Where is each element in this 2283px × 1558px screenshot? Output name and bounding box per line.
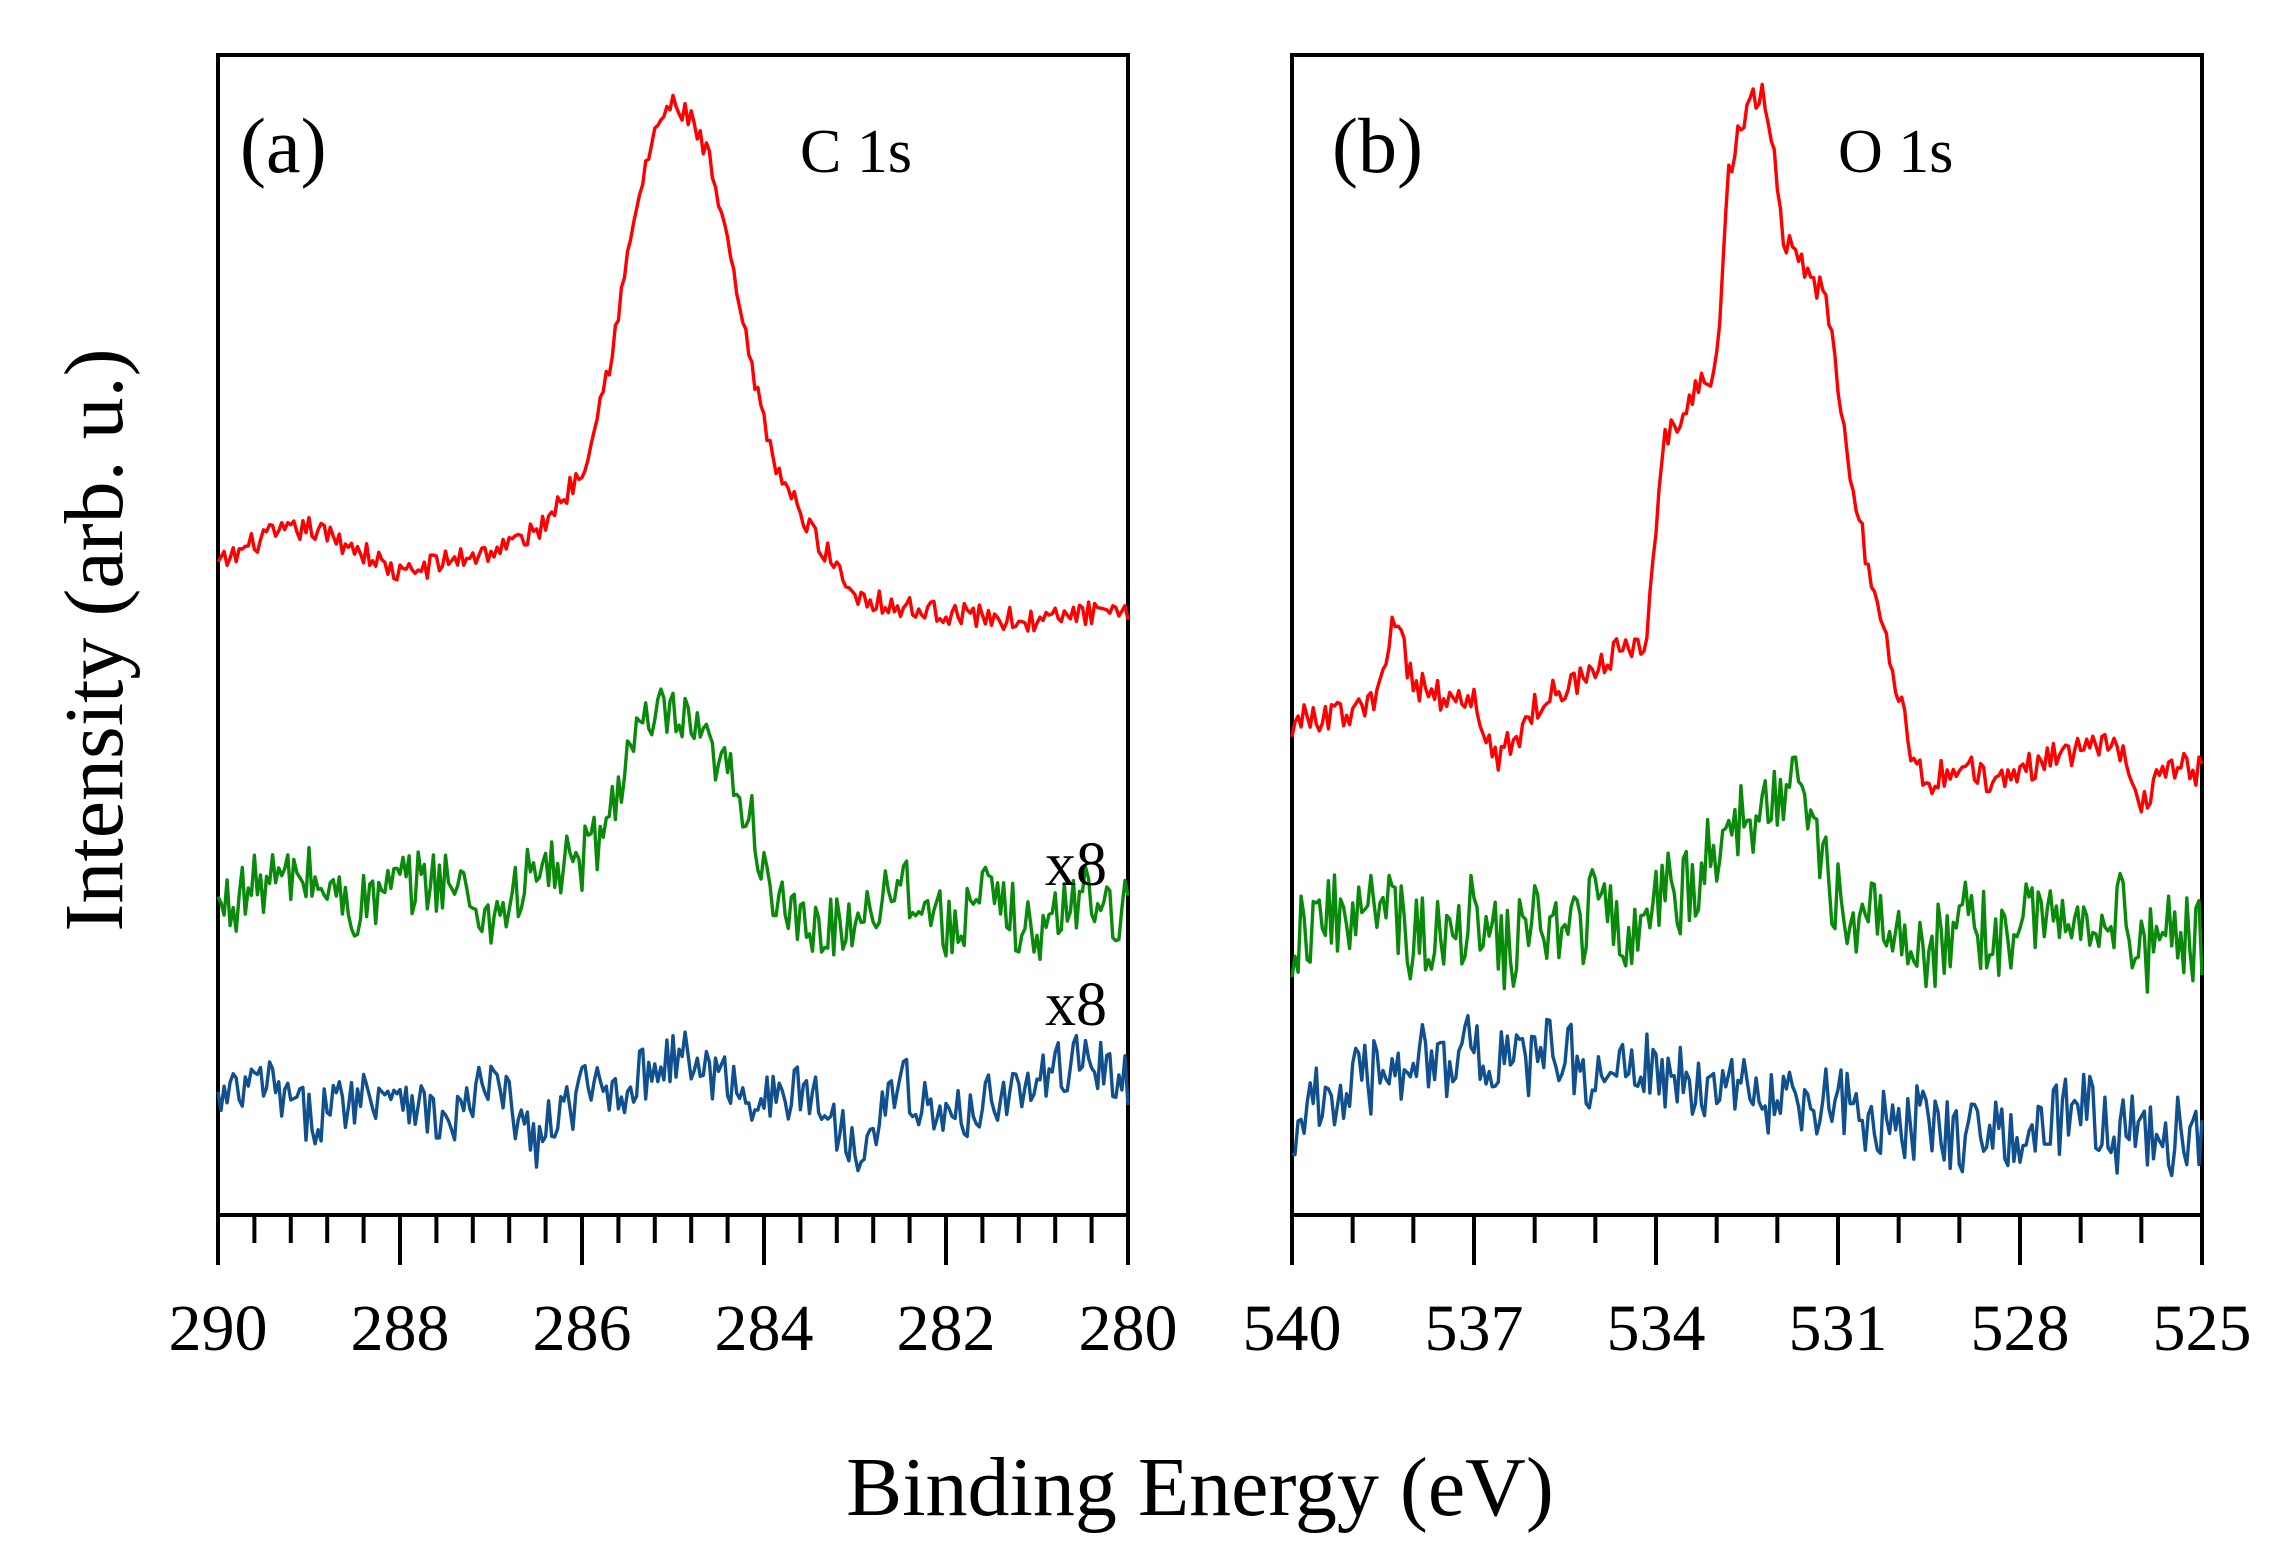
panel-a-x-axis: 290 288 286 284 282 280 bbox=[169, 1215, 1178, 1365]
x-axis-title: Binding Energy (eV) bbox=[846, 1441, 1554, 1534]
panel-b-label: (b) bbox=[1332, 102, 1423, 189]
x-tick-label: 288 bbox=[351, 1292, 450, 1365]
panel-b-frame bbox=[1290, 53, 2204, 1217]
panel-a-label: (a) bbox=[240, 102, 327, 189]
x-tick-label: 282 bbox=[897, 1292, 996, 1365]
x-tick-label: 531 bbox=[1789, 1292, 1888, 1365]
blue-spectrum-line bbox=[216, 1030, 1130, 1173]
x-tick-label: 286 bbox=[533, 1292, 632, 1365]
panel-b-series bbox=[1290, 82, 2204, 1178]
x-tick-label: 290 bbox=[169, 1292, 268, 1365]
y-axis-title: Intensity (arb. u.) bbox=[48, 348, 141, 931]
panel-a-series bbox=[216, 93, 1130, 1173]
green-spectrum-line bbox=[216, 687, 1130, 962]
panel-c1s: (a) C 1s 290 288 286 284 282 280 x8 x8 bbox=[169, 53, 1178, 1365]
x-tick-label: 284 bbox=[715, 1292, 814, 1365]
panel-b-x-axis: 540 537 534 531 528 525 bbox=[1243, 1215, 2252, 1365]
panel-a-frame bbox=[216, 53, 1130, 1217]
x-tick-label: 534 bbox=[1607, 1292, 1706, 1365]
x-tick-label: 280 bbox=[1079, 1292, 1178, 1365]
red-spectrum-line bbox=[216, 93, 1130, 633]
x-tick-label: 525 bbox=[2153, 1292, 2252, 1365]
x-tick-label: 528 bbox=[1971, 1292, 2070, 1365]
x-tick-label: 540 bbox=[1243, 1292, 1342, 1365]
green-spectrum-line bbox=[1290, 755, 2204, 994]
blue-spectrum-line bbox=[1291, 1014, 2204, 1178]
panel-b-annotation: O 1s bbox=[1838, 118, 1953, 186]
panel-a-annotation: C 1s bbox=[800, 118, 912, 186]
panel-a-blue-multiplier: x8 bbox=[1045, 971, 1107, 1039]
x-tick-label: 537 bbox=[1425, 1292, 1524, 1365]
red-spectrum-line bbox=[1290, 82, 2204, 814]
panel-o1s: (b) O 1s 540 537 534 531 528 525 bbox=[1243, 53, 2252, 1365]
panel-a-green-multiplier: x8 bbox=[1045, 831, 1107, 899]
